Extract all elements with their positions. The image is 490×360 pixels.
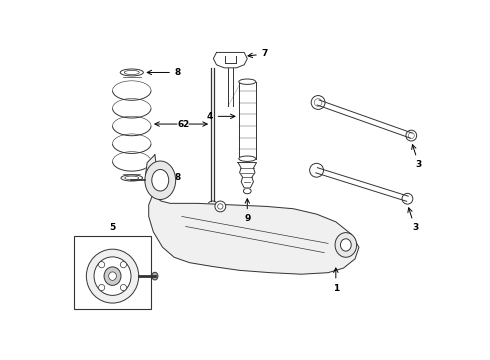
Ellipse shape bbox=[124, 71, 139, 75]
Ellipse shape bbox=[215, 201, 226, 212]
Text: 8: 8 bbox=[147, 174, 180, 183]
Ellipse shape bbox=[121, 262, 126, 268]
Text: 4: 4 bbox=[206, 112, 235, 121]
Ellipse shape bbox=[314, 99, 322, 106]
Ellipse shape bbox=[311, 95, 325, 109]
Ellipse shape bbox=[86, 249, 139, 303]
Polygon shape bbox=[146, 155, 359, 274]
Ellipse shape bbox=[109, 272, 117, 280]
Bar bbox=[74, 236, 151, 309]
Polygon shape bbox=[214, 53, 247, 68]
Ellipse shape bbox=[335, 233, 357, 257]
Ellipse shape bbox=[94, 257, 131, 295]
Text: 5: 5 bbox=[109, 223, 116, 232]
Ellipse shape bbox=[145, 161, 176, 199]
Ellipse shape bbox=[120, 69, 144, 76]
Ellipse shape bbox=[104, 267, 121, 285]
Ellipse shape bbox=[152, 170, 169, 191]
Text: 3: 3 bbox=[412, 145, 422, 169]
Ellipse shape bbox=[402, 193, 413, 204]
Ellipse shape bbox=[218, 204, 223, 209]
Text: 9: 9 bbox=[244, 199, 250, 223]
Ellipse shape bbox=[98, 262, 105, 268]
Ellipse shape bbox=[239, 79, 256, 84]
Ellipse shape bbox=[98, 284, 105, 291]
Text: 3: 3 bbox=[408, 208, 418, 233]
Ellipse shape bbox=[125, 176, 139, 180]
Text: 2: 2 bbox=[155, 120, 189, 129]
Text: 8: 8 bbox=[147, 68, 181, 77]
Ellipse shape bbox=[121, 284, 126, 291]
Ellipse shape bbox=[121, 175, 143, 181]
Ellipse shape bbox=[341, 239, 351, 251]
Text: 6: 6 bbox=[177, 120, 207, 129]
Text: 1: 1 bbox=[333, 268, 339, 293]
Ellipse shape bbox=[239, 156, 256, 161]
Ellipse shape bbox=[310, 163, 323, 177]
Ellipse shape bbox=[406, 130, 416, 141]
Text: 7: 7 bbox=[248, 49, 268, 58]
Ellipse shape bbox=[152, 272, 158, 280]
Ellipse shape bbox=[244, 188, 251, 194]
Ellipse shape bbox=[408, 132, 414, 139]
Polygon shape bbox=[238, 163, 257, 188]
